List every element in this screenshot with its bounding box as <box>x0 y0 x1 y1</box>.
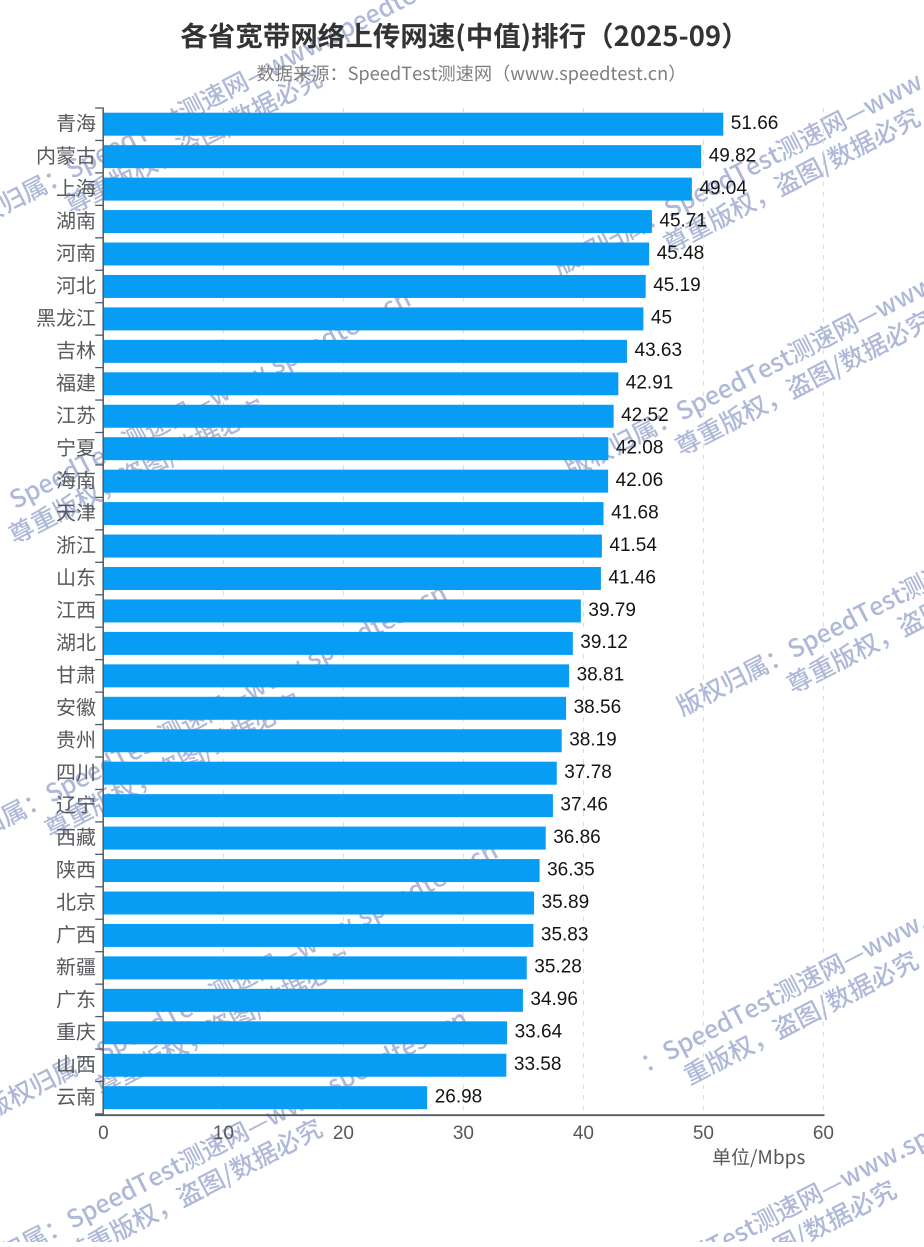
svg-text:45.48: 45.48 <box>657 243 705 264</box>
svg-text:42.52: 42.52 <box>621 405 669 426</box>
svg-text:35.89: 35.89 <box>542 892 590 913</box>
svg-text:26.98: 26.98 <box>435 1087 483 1108</box>
svg-text:43.63: 43.63 <box>635 340 683 361</box>
svg-text:36.35: 36.35 <box>547 859 595 880</box>
svg-text:42.06: 42.06 <box>616 470 664 491</box>
svg-text:34.96: 34.96 <box>530 989 578 1010</box>
svg-text:0: 0 <box>98 1123 109 1144</box>
svg-text:41.46: 41.46 <box>608 567 656 588</box>
svg-text:38.19: 38.19 <box>569 730 617 751</box>
svg-text:39.12: 39.12 <box>580 632 628 653</box>
svg-text:45.71: 45.71 <box>659 210 707 231</box>
svg-text:42.08: 42.08 <box>616 438 664 459</box>
svg-text:45.19: 45.19 <box>653 275 701 296</box>
svg-text:33.58: 33.58 <box>514 1054 562 1075</box>
svg-text:50: 50 <box>693 1123 714 1144</box>
svg-text:33.64: 33.64 <box>515 1022 563 1043</box>
svg-text:45: 45 <box>651 308 672 329</box>
svg-text:42.91: 42.91 <box>626 373 674 394</box>
svg-text:36.86: 36.86 <box>553 827 601 848</box>
svg-text:40: 40 <box>573 1123 594 1144</box>
svg-text:41.68: 41.68 <box>611 502 659 523</box>
svg-text:35.83: 35.83 <box>541 924 589 945</box>
svg-text:51.66: 51.66 <box>731 113 779 134</box>
svg-text:39.79: 39.79 <box>588 600 636 621</box>
svg-text:60: 60 <box>813 1123 834 1144</box>
svg-text:30: 30 <box>453 1123 474 1144</box>
svg-text:49.04: 49.04 <box>699 178 747 199</box>
svg-text:49.82: 49.82 <box>709 146 757 167</box>
svg-text:41.54: 41.54 <box>609 535 657 556</box>
svg-text:38.81: 38.81 <box>577 665 625 686</box>
svg-text:35.28: 35.28 <box>534 957 582 978</box>
svg-text:20: 20 <box>333 1123 354 1144</box>
svg-text:38.56: 38.56 <box>574 697 622 718</box>
svg-text:37.78: 37.78 <box>564 762 612 783</box>
svg-text:10: 10 <box>213 1123 234 1144</box>
svg-text:37.46: 37.46 <box>560 795 608 816</box>
